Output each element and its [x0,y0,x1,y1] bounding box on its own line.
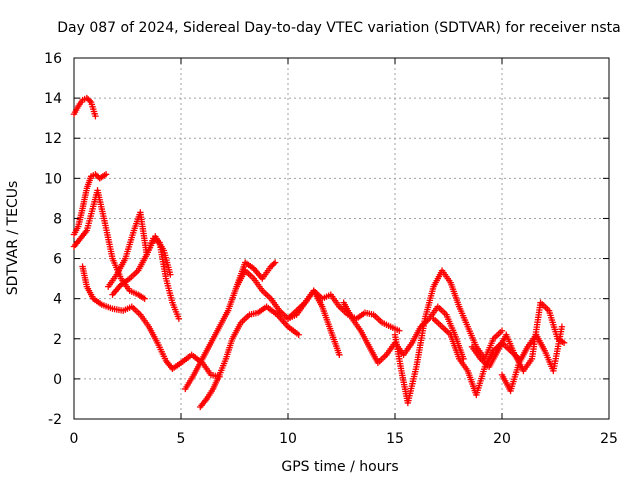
y-tick-label: 12 [44,131,62,147]
data-point [102,171,110,178]
series-arc-6 [109,233,174,298]
y-tick-label: 0 [53,372,62,388]
data-points [70,94,568,411]
data-point [86,97,93,104]
data-point [175,315,183,322]
data-point [271,259,279,266]
x-axis-label: GPS time / hours [281,459,398,475]
y-tick-label: -2 [48,412,62,428]
data-point [295,331,302,338]
data-point [270,260,277,268]
y-axis-label: SDTVAR / TECUs [5,181,21,296]
x-tick-label: 5 [177,431,186,447]
plot-frame [73,57,610,420]
series-arc-3 [70,187,148,302]
data-point [336,351,343,359]
y-tick-label: 16 [44,51,62,67]
series-arc-4 [79,263,223,381]
x-tick-label: 15 [386,431,404,447]
series-arc-15 [498,323,566,395]
series-arc-1 [70,94,99,120]
data-point [558,323,566,330]
grid-lines [74,58,609,419]
series-arc-8 [197,303,302,411]
series-arc-12 [391,267,506,407]
x-tick-label: 20 [493,431,511,447]
axis-ticks: 0 5 10 15 20 25 -2 0 2 4 6 8 10 12 14 16 [44,51,618,447]
y-tick-label: 6 [53,252,62,268]
data-point [92,112,99,120]
y-tick-label: 2 [53,332,62,348]
data-point [396,327,403,334]
y-tick-label: 14 [44,91,62,107]
series-arc-7 [182,259,279,393]
x-tick-label: 0 [70,431,79,447]
y-tick-label: 4 [53,292,62,308]
data-point [167,271,174,278]
x-tick-label: 25 [600,431,618,447]
series-arc-2 [70,171,110,238]
y-tick-label: 10 [44,171,62,187]
x-tick-label: 10 [279,431,297,447]
data-point [141,295,148,302]
chart-title: Day 087 of 2024, Sidereal Day-to-day VTE… [57,20,620,36]
y-tick-label: 8 [53,211,62,227]
data-point [560,339,568,346]
data-point [498,327,506,334]
